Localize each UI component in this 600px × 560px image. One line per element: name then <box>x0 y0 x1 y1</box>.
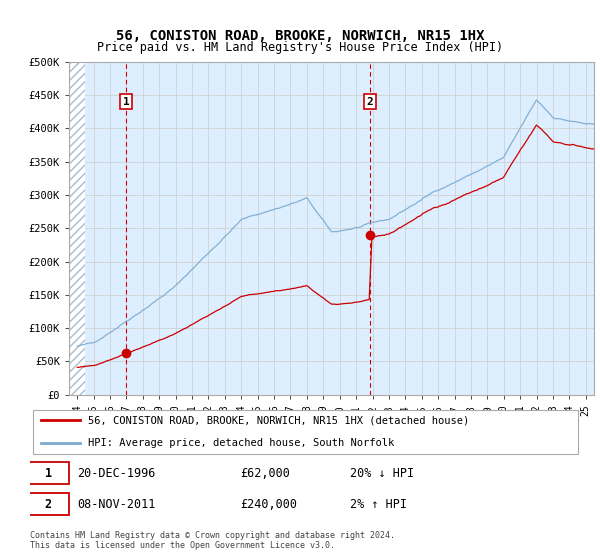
Text: 56, CONISTON ROAD, BROOKE, NORWICH, NR15 1HX: 56, CONISTON ROAD, BROOKE, NORWICH, NR15… <box>116 29 484 44</box>
Text: 2: 2 <box>44 498 52 511</box>
Text: 20-DEC-1996: 20-DEC-1996 <box>77 467 155 480</box>
Text: 08-NOV-2011: 08-NOV-2011 <box>77 498 155 511</box>
FancyBboxPatch shape <box>27 493 68 515</box>
Text: Contains HM Land Registry data © Crown copyright and database right 2024.
This d: Contains HM Land Registry data © Crown c… <box>30 531 395 550</box>
Text: HPI: Average price, detached house, South Norfolk: HPI: Average price, detached house, Sout… <box>88 438 394 448</box>
Text: 1: 1 <box>44 467 52 480</box>
Text: 2% ↑ HPI: 2% ↑ HPI <box>350 498 407 511</box>
Bar <box>69 62 85 395</box>
FancyBboxPatch shape <box>27 463 68 484</box>
Text: £240,000: £240,000 <box>240 498 297 511</box>
Text: 20% ↓ HPI: 20% ↓ HPI <box>350 467 414 480</box>
FancyBboxPatch shape <box>33 409 578 454</box>
Text: 2: 2 <box>367 96 373 106</box>
Text: Price paid vs. HM Land Registry's House Price Index (HPI): Price paid vs. HM Land Registry's House … <box>97 41 503 54</box>
Text: 1: 1 <box>122 96 130 106</box>
Text: £62,000: £62,000 <box>240 467 290 480</box>
Text: 56, CONISTON ROAD, BROOKE, NORWICH, NR15 1HX (detached house): 56, CONISTON ROAD, BROOKE, NORWICH, NR15… <box>88 416 469 426</box>
